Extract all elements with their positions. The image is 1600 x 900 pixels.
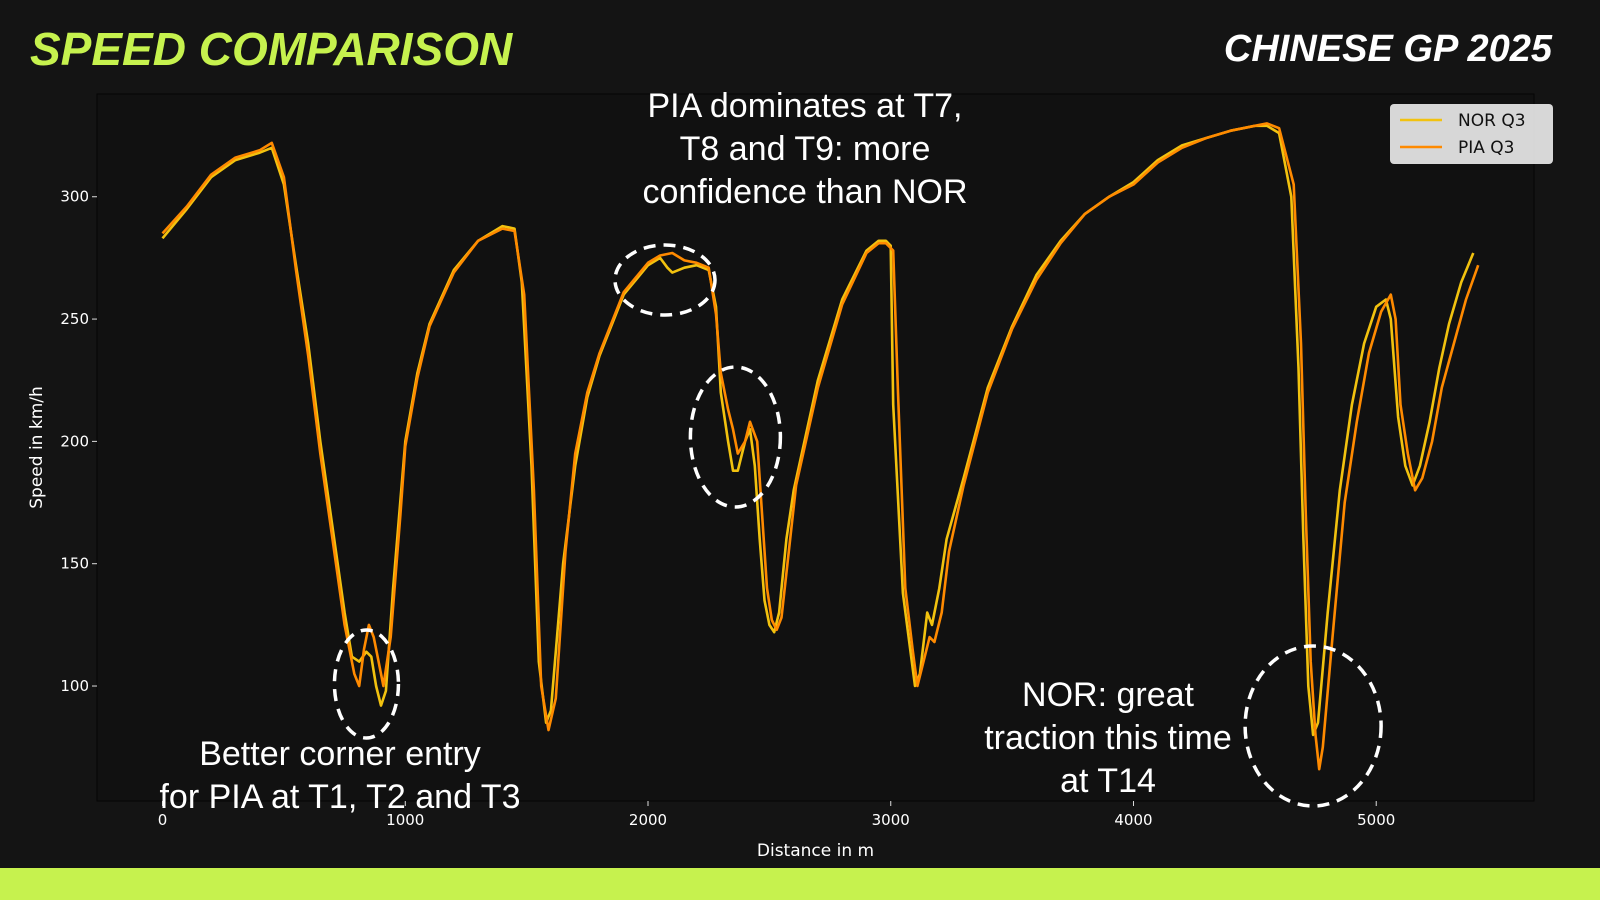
x-tick-label: 0 (158, 811, 168, 829)
y-tick-label: 200 (60, 432, 89, 450)
race-subtitle: CHINESE GP 2025 (1223, 28, 1552, 70)
annotation-circle (613, 243, 717, 317)
y-axis-label: Speed in km/h (27, 386, 47, 509)
annotation-text: at T14 (1060, 762, 1156, 800)
legend-label: PIA Q3 (1458, 138, 1515, 158)
annotation-circle (688, 365, 783, 509)
x-tick-label: 4000 (1114, 811, 1152, 829)
page-title: SPEED COMPARISON (30, 23, 513, 75)
series-line-pia-q3 (161, 122, 1480, 771)
y-tick-label: 250 (60, 310, 89, 328)
x-tick-label: 2000 (629, 811, 667, 829)
y-tick-label: 150 (60, 555, 89, 573)
annotation-text: T8 and T9: more (680, 130, 931, 168)
y-tick-label: 100 (60, 677, 89, 695)
annotation-text: NOR: great (1022, 676, 1194, 714)
annotation-text: Better corner entry (199, 735, 481, 773)
x-tick-label: 5000 (1357, 811, 1395, 829)
annotation-circle (1243, 644, 1383, 808)
annotation-circle (332, 628, 401, 740)
y-tick-label: 300 (60, 188, 89, 206)
annotation-text: confidence than NOR (642, 173, 967, 211)
annotation-text: PIA dominates at T7, (648, 87, 963, 125)
legend-label: NOR Q3 (1458, 111, 1526, 131)
annotation-text: traction this time (984, 719, 1232, 757)
x-tick-label: 3000 (872, 811, 910, 829)
annotation-text: for PIA at T1, T2 and T3 (159, 778, 520, 816)
bottom-accent-stripe (0, 868, 1600, 900)
x-tick-label: 1000 (386, 811, 424, 829)
x-axis-label: Distance in m (757, 841, 874, 861)
